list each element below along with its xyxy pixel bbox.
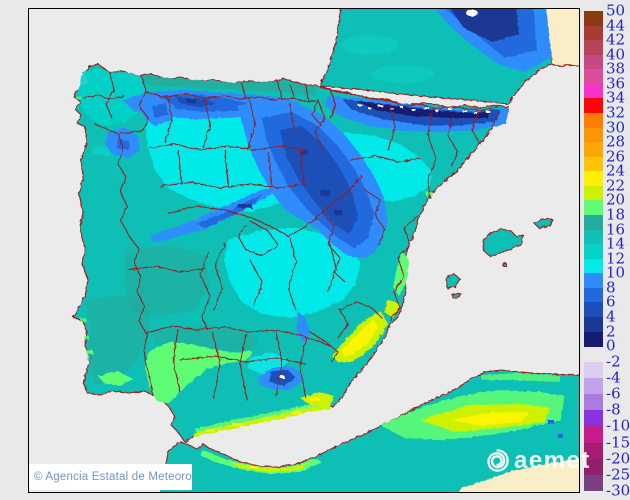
colorbar-label: 4 bbox=[606, 307, 616, 326]
colorbar-label: -4 bbox=[606, 368, 621, 387]
colorbar-label: 2 bbox=[606, 322, 616, 341]
colorbar-label: -30 bbox=[606, 481, 630, 500]
colorbar-block bbox=[584, 69, 603, 85]
colorbar-block bbox=[584, 258, 603, 274]
colorbar-block bbox=[584, 316, 603, 333]
colorbar-label: 14 bbox=[606, 234, 626, 253]
colorbar-block bbox=[584, 331, 603, 347]
africa-land bbox=[160, 369, 579, 492]
sierra-nevada-cold-spot bbox=[279, 375, 284, 378]
colorbar-label: 18 bbox=[606, 205, 626, 224]
colorbar-label: 40 bbox=[606, 45, 626, 64]
colorbar-label: -8 bbox=[606, 400, 621, 419]
colorbar-block bbox=[584, 302, 603, 318]
out-of-domain-corner-top bbox=[546, 9, 579, 68]
colorbar-label: -25 bbox=[606, 465, 630, 484]
colorbar-block bbox=[584, 112, 603, 129]
colorbar-label: 12 bbox=[606, 249, 626, 268]
colorbar-block bbox=[584, 214, 603, 231]
temperature-map-image bbox=[29, 9, 579, 492]
colorbar-label: -10 bbox=[606, 416, 630, 435]
colorbar-label: 44 bbox=[606, 16, 626, 35]
colorbar-block bbox=[584, 378, 603, 395]
colorbar-label: 42 bbox=[606, 30, 626, 49]
colorbar-label: 28 bbox=[606, 132, 626, 151]
colorbar-block bbox=[584, 200, 603, 216]
colorbar-block bbox=[584, 11, 603, 27]
colorbar-label: 22 bbox=[606, 176, 626, 195]
massif-central-cold-spot bbox=[466, 9, 478, 17]
colorbar-label: 50 bbox=[606, 1, 626, 20]
colorbar-block bbox=[584, 83, 603, 99]
colorbar-block bbox=[584, 474, 603, 492]
colorbar-block bbox=[584, 54, 603, 70]
colorbar-block bbox=[584, 40, 603, 56]
province-boundaries bbox=[83, 71, 510, 401]
iberia-land bbox=[72, 63, 510, 443]
aemet-swirl-icon bbox=[487, 449, 509, 472]
colorbar-label: 30 bbox=[606, 118, 626, 137]
france-land bbox=[319, 9, 553, 105]
aemet-watermark: aemet bbox=[484, 447, 591, 474]
colorbar-label: 8 bbox=[606, 278, 616, 297]
colorbar-label: 20 bbox=[606, 190, 626, 209]
colorbar-block bbox=[584, 394, 603, 411]
colorbar-label: 36 bbox=[606, 74, 626, 93]
colorbar-block bbox=[584, 410, 603, 427]
colorbar-block bbox=[584, 171, 603, 187]
colorbar-block bbox=[584, 273, 603, 289]
colorbar-block bbox=[584, 156, 603, 172]
colorbar-label: -2 bbox=[606, 352, 621, 371]
colorbar-block bbox=[584, 287, 603, 303]
colorbar-label: -15 bbox=[606, 433, 630, 451]
colorbar-label: 38 bbox=[606, 59, 626, 78]
colorbar-block bbox=[584, 142, 603, 158]
copyright-notice: © Agencia Estatal de Meteorología bbox=[29, 464, 192, 490]
colorbar-block bbox=[584, 127, 603, 143]
colorbar-block bbox=[584, 185, 603, 201]
colorbar-block bbox=[584, 98, 603, 114]
colorbar-block bbox=[584, 362, 603, 379]
colorbar-label: 16 bbox=[606, 220, 626, 239]
colorbar-label: 0 bbox=[606, 336, 616, 355]
colorbar-label: 6 bbox=[606, 292, 616, 311]
colorbar-label: 26 bbox=[606, 147, 626, 166]
colorbar-label: -20 bbox=[606, 449, 630, 468]
colorbar-label: 34 bbox=[606, 88, 626, 107]
colorbar-block bbox=[584, 426, 603, 444]
colorbar-label: 32 bbox=[606, 103, 626, 122]
colorbar-label: -6 bbox=[606, 384, 621, 403]
balearic-islands bbox=[445, 218, 553, 299]
colorbar-label: 10 bbox=[606, 263, 626, 282]
colorbar-block bbox=[584, 229, 603, 245]
pyrenees-snow-specks bbox=[358, 104, 490, 114]
aemet-logo-text: aemet bbox=[514, 446, 591, 474]
map-viewport bbox=[28, 8, 580, 493]
colorbar-block bbox=[584, 25, 603, 41]
out-of-domain-corner-bottom bbox=[458, 458, 579, 492]
colorbar-label: 24 bbox=[606, 161, 626, 180]
copyright-text: © Agencia Estatal de Meteorología bbox=[34, 471, 192, 483]
colorbar-block bbox=[584, 244, 603, 260]
